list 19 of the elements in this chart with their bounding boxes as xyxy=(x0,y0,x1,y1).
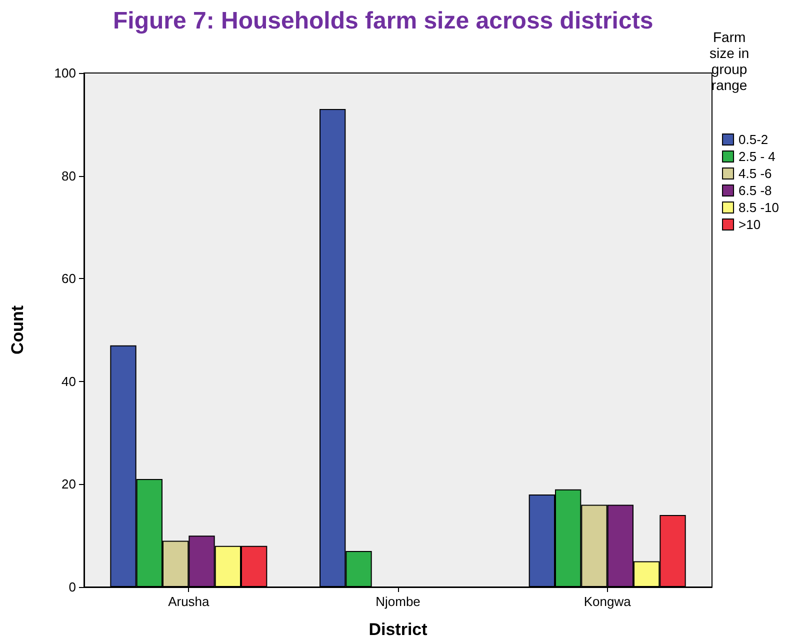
chart-title: Figure 7: Households farm size across districts xyxy=(113,8,654,34)
y-tick-label: 100 xyxy=(54,66,76,80)
y-tick-label: 80 xyxy=(62,168,76,184)
legend-label: 2.5 - 4 xyxy=(738,149,776,164)
legend-label: >10 xyxy=(738,217,761,232)
x-axis-title: District xyxy=(368,620,428,639)
x-tick-label: Kongwa xyxy=(584,594,632,609)
y-tick-label: 60 xyxy=(62,271,76,286)
legend-label: 4.5 -6 xyxy=(738,166,772,181)
y-tick-label: 0 xyxy=(68,580,76,594)
legend-label: 6.5 -8 xyxy=(738,183,772,198)
y-axis-title: Count xyxy=(8,305,27,355)
y-tick-label: 40 xyxy=(62,374,76,389)
legend-label: 0.5-2 xyxy=(738,132,768,147)
x-tick-label: Arusha xyxy=(168,594,210,609)
legend-label: 8.5 -10 xyxy=(738,200,780,215)
legend-title: Farm size in group range xyxy=(709,29,750,93)
x-tick-label: Njombe xyxy=(376,594,420,609)
y-tick-label: 20 xyxy=(62,476,76,492)
